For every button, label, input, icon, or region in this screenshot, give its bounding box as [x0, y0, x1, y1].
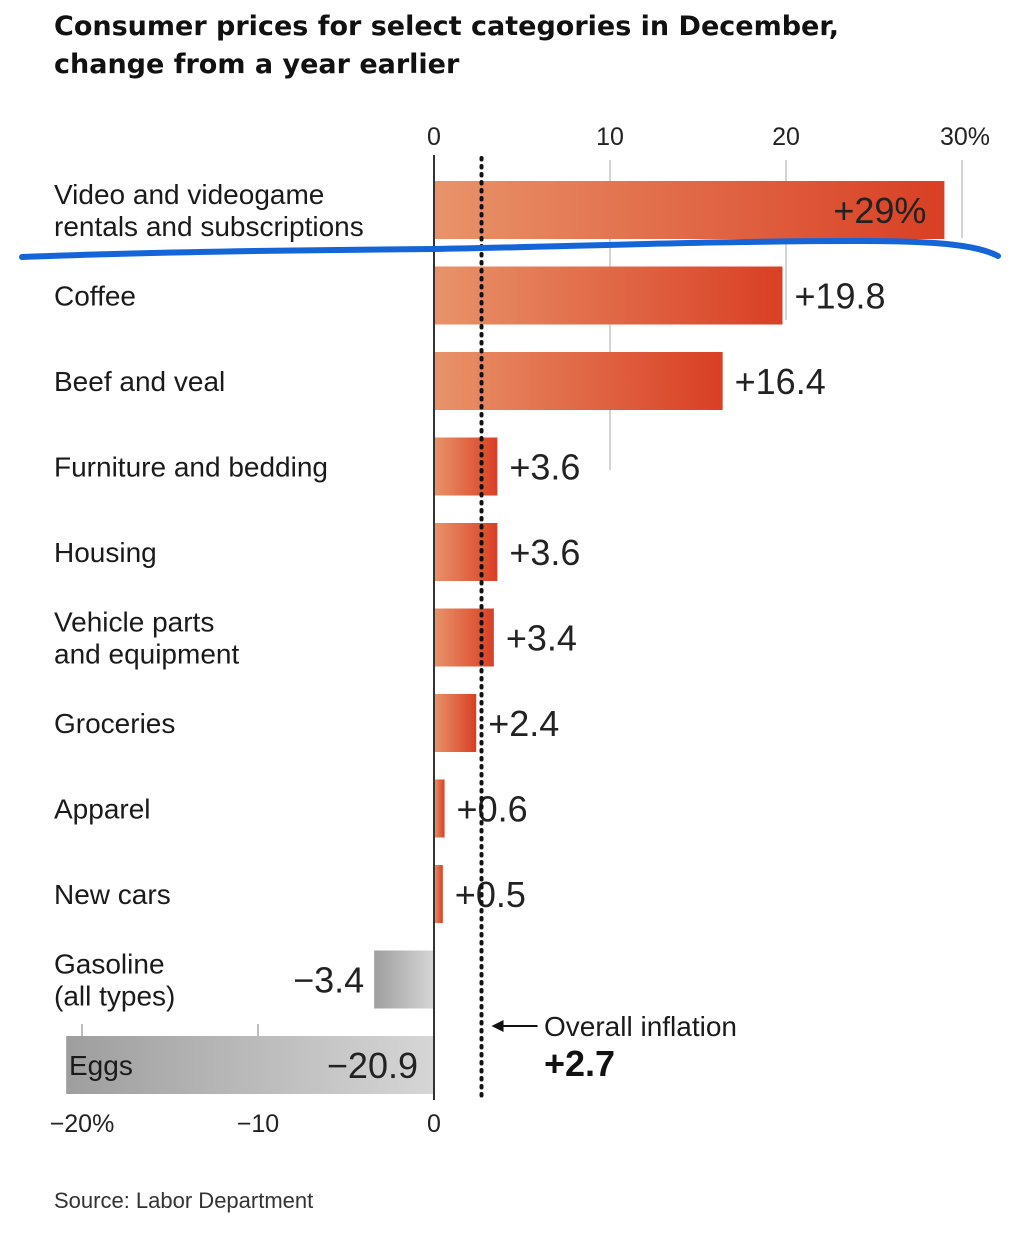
highlight-underline	[19, 237, 1001, 260]
category-label: Vehicle parts and equipment	[54, 607, 239, 670]
bottom-axis-tick-label: −10	[237, 1110, 279, 1138]
overall-inflation-label: Overall inflation	[544, 1011, 737, 1042]
value-label: +0.5	[455, 874, 526, 915]
chart-title-line-2: change from a year earlier	[54, 49, 460, 80]
bar	[434, 523, 498, 581]
category-label: Coffee	[54, 281, 136, 312]
top-axis-tick-label: 0	[427, 123, 441, 151]
category-label-line: (all types)	[54, 981, 175, 1012]
category-label-line: Gasoline	[54, 949, 165, 980]
category-label: Furniture and bedding	[54, 452, 328, 483]
category-label-line: and equipment	[54, 639, 239, 670]
category-label: Video and videogame rentals and subscript…	[54, 179, 364, 242]
category-label-line: Groceries	[54, 708, 175, 739]
chart-title: Consumer prices for select categories in…	[54, 8, 994, 84]
value-label: −20.9	[327, 1045, 418, 1086]
category-label-line: Vehicle parts	[54, 607, 214, 638]
bottom-axis-tick-label: 0	[427, 1110, 441, 1138]
category-label-line: Video and videogame	[54, 179, 324, 210]
annotation-arrowhead	[491, 1020, 504, 1032]
value-labels: +29% +19.8 +16.4 +3.6 +3.6 +3.4 +2.4 +0.6 +0.5 −3…	[293, 190, 926, 1086]
category-label-line: Apparel	[54, 794, 151, 825]
top-axis-tick-label: 30%	[940, 123, 990, 151]
value-label: +29%	[833, 190, 926, 231]
category-label: New cars	[54, 879, 171, 910]
source-note: Source: Labor Department	[54, 1188, 314, 1213]
overall-inflation-value: +2.7	[544, 1043, 615, 1084]
bar	[374, 950, 434, 1009]
category-labels: Video and videogame rentals and subscript…	[54, 179, 364, 1081]
value-label: −3.4	[293, 960, 364, 1001]
value-label: +19.8	[794, 276, 885, 317]
bar	[434, 437, 498, 496]
bottom-axis-tick-label: −20%	[50, 1110, 115, 1138]
bar	[434, 694, 477, 752]
value-label: +16.4	[735, 361, 826, 402]
category-label-line: Eggs	[69, 1050, 133, 1081]
bar	[434, 181, 945, 239]
category-label: Gasoline (all types)	[54, 949, 175, 1012]
overall-inflation-reference: Overall inflation+2.7	[479, 156, 737, 1102]
axes: 0 10 20 30% −20% −10 0	[50, 123, 990, 1138]
top-axis-tick-label: 20	[772, 123, 800, 151]
top-axis-tick-label: 10	[596, 123, 624, 151]
value-label: +3.4	[506, 618, 577, 659]
chart-title-line-1: Consumer prices for select categories in…	[54, 11, 839, 42]
bar	[434, 779, 445, 838]
highlight-underline-stroke	[19, 237, 1001, 260]
value-label: +0.6	[457, 789, 528, 830]
category-label: Apparel	[54, 794, 151, 825]
bars	[66, 181, 945, 1094]
bar	[66, 1036, 434, 1094]
category-label-line: Beef and veal	[54, 366, 225, 397]
category-label-line: rentals and subscriptions	[54, 211, 364, 242]
category-label: Housing	[54, 537, 157, 568]
bar	[434, 352, 723, 410]
category-label-line: Coffee	[54, 281, 136, 312]
value-label: +3.6	[509, 447, 580, 488]
category-label-line: New cars	[54, 879, 171, 910]
bar	[434, 266, 783, 325]
category-label-line: Housing	[54, 537, 157, 568]
category-label: Eggs	[69, 1050, 133, 1081]
value-label: +3.6	[509, 532, 580, 573]
bar	[434, 608, 494, 667]
bar	[434, 865, 443, 923]
category-label: Beef and veal	[54, 366, 225, 397]
category-label-line: Furniture and bedding	[54, 452, 328, 483]
category-label: Groceries	[54, 708, 175, 739]
value-label: +2.4	[488, 703, 559, 744]
